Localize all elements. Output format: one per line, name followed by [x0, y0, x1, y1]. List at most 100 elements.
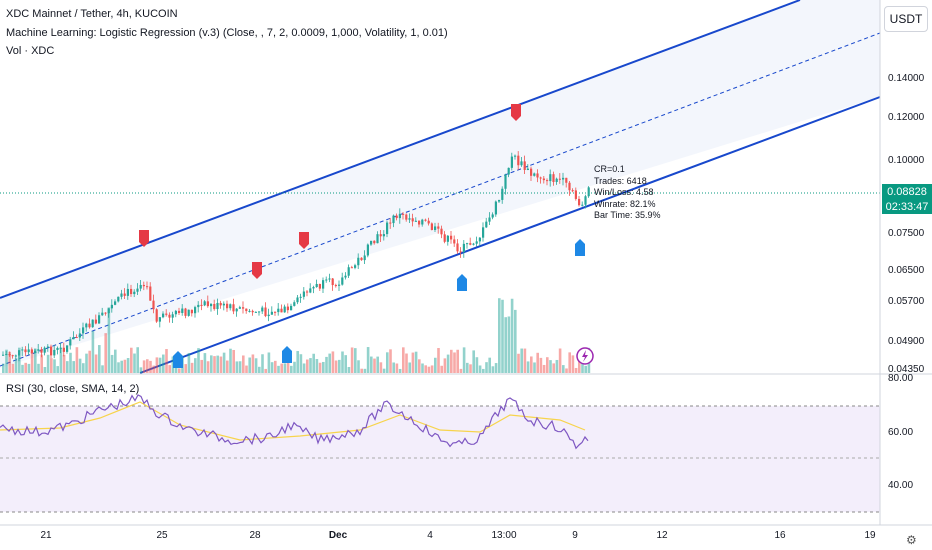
- channel-middle-line: [0, 32, 881, 367]
- volume-bar: [206, 361, 210, 373]
- settings-icon[interactable]: ⚙: [906, 533, 917, 547]
- candle-body: [43, 347, 46, 353]
- volume-bar: [210, 355, 213, 373]
- candle-body: [376, 234, 379, 244]
- lightning-icon[interactable]: [576, 347, 594, 365]
- candle-body: [418, 220, 421, 225]
- candle-body: [229, 304, 232, 309]
- indicator-legend[interactable]: Machine Learning: Logistic Regression (v…: [6, 27, 448, 39]
- candle-body: [258, 311, 261, 313]
- volume-bar: [478, 365, 482, 373]
- candle-body: [251, 310, 254, 313]
- volume-bar: [446, 354, 450, 373]
- candle-body: [181, 308, 184, 314]
- volume-bar: [187, 352, 191, 373]
- volume-bar: [53, 359, 56, 373]
- candle-body: [501, 188, 504, 200]
- volume-bar: [98, 345, 101, 373]
- volume-bar: [459, 368, 463, 373]
- volume-bar: [494, 363, 498, 373]
- volume-bar: [114, 349, 117, 373]
- candle-body: [510, 156, 513, 168]
- candle-body: [322, 280, 325, 289]
- volume-bar: [366, 347, 370, 373]
- candle-body: [158, 317, 161, 322]
- volume-bar: [213, 356, 216, 373]
- volume-bar: [382, 368, 386, 373]
- strategy-stats: CR=0.1 Trades: 6418 Win/Loss: 4.58 Winra…: [594, 164, 661, 222]
- candle-body: [296, 297, 299, 303]
- volume-bar: [533, 362, 536, 373]
- volume-bar: [155, 357, 159, 373]
- candle-body: [325, 279, 328, 281]
- buy-signal-marker: [575, 239, 585, 256]
- candle-body: [274, 311, 277, 313]
- candle-body: [539, 177, 542, 179]
- candle-body: [152, 300, 155, 310]
- candle-body: [197, 304, 200, 308]
- volume-bar: [306, 359, 309, 373]
- signals: [139, 104, 585, 368]
- volume-bar: [43, 367, 47, 373]
- currency-button[interactable]: USDT: [884, 6, 928, 32]
- candle-body: [219, 302, 222, 306]
- time-axis-label: 16: [774, 530, 786, 541]
- volume-bar: [37, 363, 40, 373]
- volume-bar: [392, 362, 395, 373]
- candle-body: [104, 312, 107, 314]
- candle-body: [520, 161, 523, 166]
- sell-signal-marker: [252, 262, 262, 279]
- candle-body: [446, 235, 449, 242]
- volume-bar: [552, 363, 555, 373]
- volume-bar: [24, 362, 27, 373]
- symbol-title[interactable]: XDC Mainnet / Tether, 4h, KUCOIN: [6, 8, 178, 20]
- volume-bar: [130, 347, 133, 373]
- candle-body: [101, 312, 104, 316]
- rsi-axis-label: 40.00: [888, 480, 914, 491]
- volume-bar: [258, 366, 261, 373]
- volume-bar: [133, 353, 136, 373]
- volume-bar: [264, 368, 267, 373]
- candle-body: [66, 345, 69, 352]
- volume-bar: [235, 361, 239, 373]
- candle-body: [523, 161, 526, 170]
- volume-bar: [334, 360, 338, 373]
- candle-body: [434, 226, 437, 230]
- candle-body: [94, 319, 97, 324]
- volume-bar: [341, 351, 344, 373]
- time-axis-label: 28: [249, 530, 261, 541]
- volume-bar: [565, 368, 568, 373]
- volume-bar: [350, 347, 354, 373]
- candle-body: [75, 337, 78, 339]
- time-axis-label: 9: [572, 530, 578, 541]
- candle-body: [72, 337, 75, 340]
- volume-bar: [197, 348, 200, 373]
- candle-body: [184, 308, 187, 316]
- volume-bar: [152, 365, 155, 373]
- candle-body: [546, 180, 549, 182]
- volume-bar: [50, 358, 53, 373]
- volume-bar: [232, 349, 235, 373]
- volume-bar: [146, 359, 149, 373]
- time-axis-label: 25: [156, 530, 168, 541]
- candle-body: [443, 234, 446, 242]
- time-axis-label: 21: [40, 530, 52, 541]
- candle-body: [120, 293, 123, 297]
- volume-bar: [539, 357, 543, 373]
- candle-body: [475, 241, 478, 244]
- candle-body: [318, 283, 321, 289]
- stat-winrate: Winrate: 82.1%: [594, 198, 656, 209]
- candle-body: [62, 347, 65, 352]
- candle-body: [491, 214, 494, 218]
- volume-legend[interactable]: Vol · XDC: [6, 45, 55, 57]
- rsi-legend[interactable]: RSI (30, close, SMA, 14, 2): [6, 383, 140, 395]
- volume-bar: [254, 358, 258, 373]
- candle-body: [427, 220, 430, 224]
- volume-bar: [523, 348, 527, 373]
- candle-body: [210, 303, 213, 307]
- candle-body: [53, 349, 56, 356]
- volume-bar: [373, 358, 376, 373]
- candle-body: [190, 309, 193, 314]
- volume-bar: [85, 353, 88, 373]
